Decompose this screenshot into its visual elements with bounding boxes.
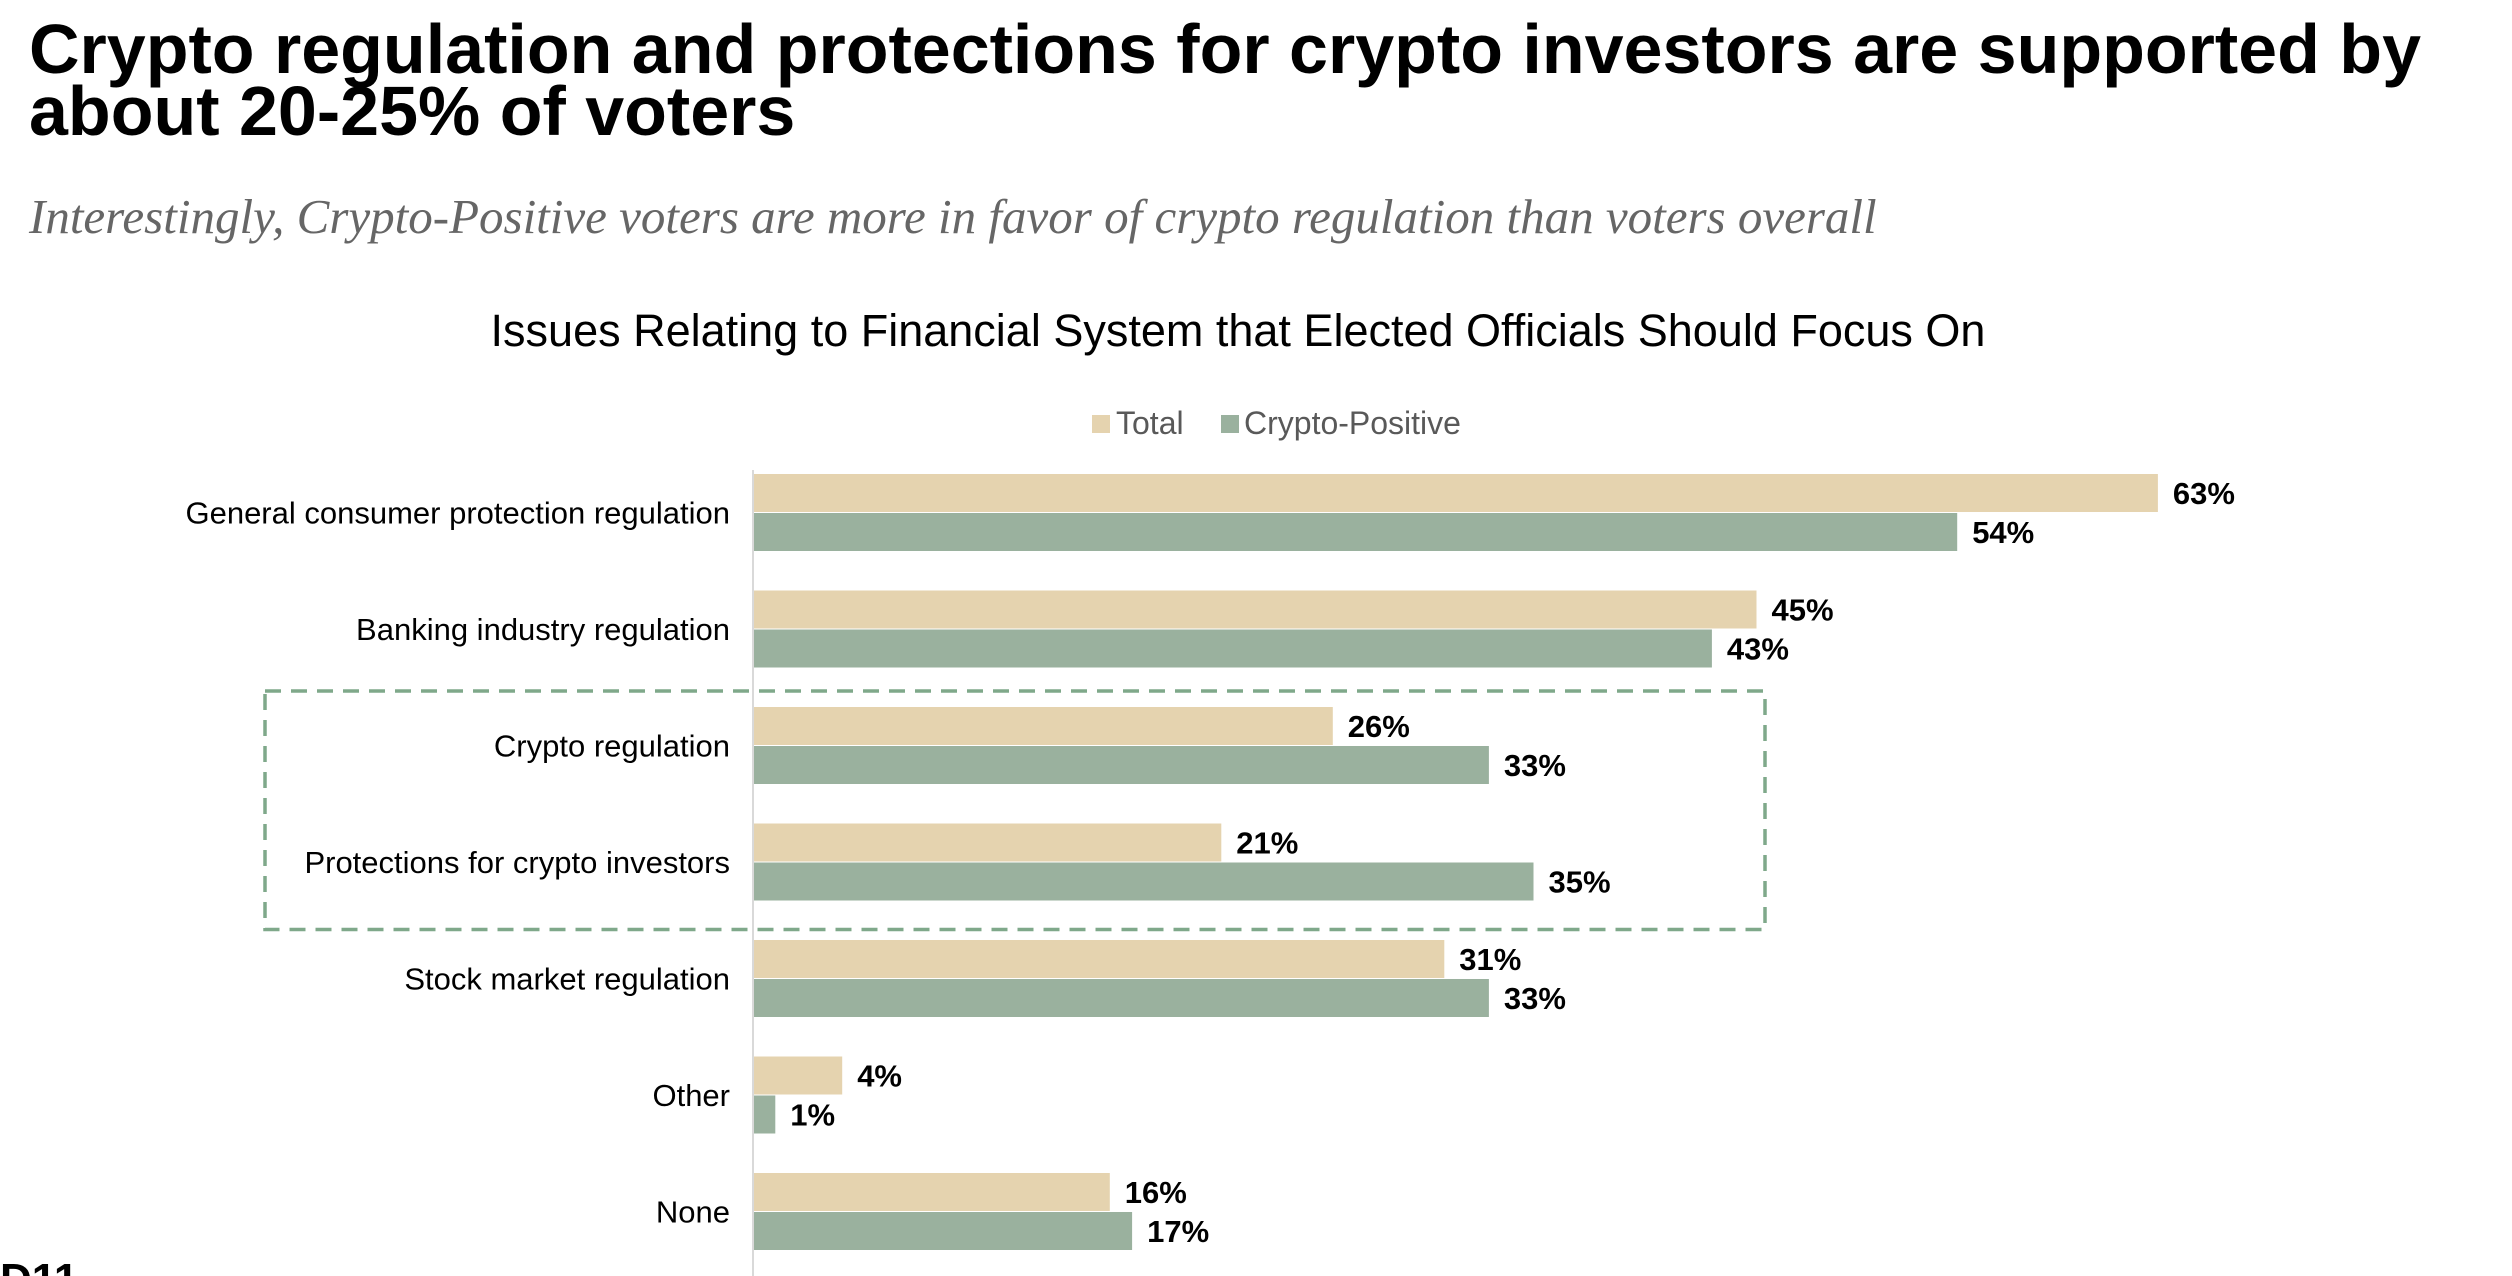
- category-label: Other: [652, 1078, 730, 1113]
- highlight-box: [263, 689, 1767, 932]
- bar-value-label: 54%: [1972, 515, 2034, 550]
- bar-value-label: 33%: [1504, 981, 1566, 1016]
- legend-swatch-total: [1092, 415, 1110, 433]
- category-label: General consumer protection regulation: [185, 496, 730, 531]
- bar-value-label: 33%: [1504, 748, 1566, 783]
- bar-crypto-positive: [753, 513, 1958, 551]
- bar-value-label: 17%: [1147, 1214, 1209, 1249]
- bar-total: [753, 590, 1757, 629]
- bar-total: [753, 940, 1445, 978]
- category-label: Protections for crypto investors: [304, 845, 730, 880]
- chart-title: Issues Relating to Financial System that…: [491, 305, 1986, 356]
- bar-crypto-positive: [753, 746, 1489, 784]
- chart-legend: Total Crypto-Positive: [1092, 405, 1461, 441]
- bar-value-label: 21%: [1236, 826, 1298, 861]
- bar-total: [753, 474, 2158, 512]
- bar-value-label: 1%: [790, 1098, 835, 1133]
- bar-value-label: 43%: [1727, 632, 1789, 667]
- page-subtitle: Interestingly, Crypto-Positive voters ar…: [29, 189, 1877, 244]
- bar-crypto-positive: [753, 629, 1712, 668]
- bar-total: [753, 823, 1222, 862]
- page-number: D11: [0, 1258, 78, 1276]
- bar-total: [753, 1173, 1110, 1211]
- bar-total: [753, 1056, 843, 1095]
- category-label: None: [656, 1195, 730, 1230]
- category-label: Stock market regulation: [404, 962, 730, 997]
- bar-value-label: 63%: [2173, 476, 2235, 511]
- bar-crypto-positive: [753, 862, 1534, 901]
- bar-total: [753, 707, 1333, 745]
- legend-swatch-crypto-positive: [1221, 415, 1239, 433]
- page-title: Crypto regulation and protections for cr…: [29, 10, 2421, 150]
- bar-value-label: 31%: [1459, 942, 1521, 977]
- bar-crypto-positive: [753, 1095, 776, 1134]
- bar-value-label: 4%: [857, 1059, 902, 1094]
- bar-value-label: 45%: [1772, 593, 1834, 628]
- bar-value-label: 26%: [1348, 709, 1410, 744]
- bar-crypto-positive: [753, 1212, 1133, 1250]
- bar-value-label: 16%: [1125, 1175, 1187, 1210]
- legend-label-total: Total: [1116, 405, 1184, 441]
- legend-label-crypto-positive: Crypto-Positive: [1244, 405, 1461, 441]
- bar-crypto-positive: [753, 979, 1489, 1017]
- category-label: Crypto regulation: [494, 729, 730, 764]
- bar-value-label: 35%: [1549, 865, 1611, 900]
- category-label: Banking industry regulation: [356, 612, 730, 647]
